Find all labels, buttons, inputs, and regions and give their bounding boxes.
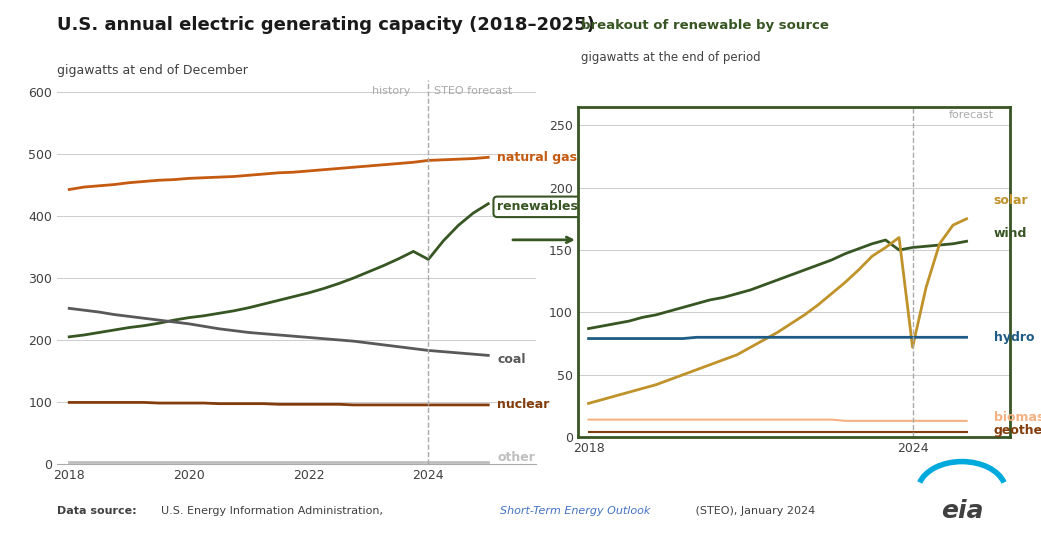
Text: renewables: renewables <box>498 200 578 213</box>
Text: biomass: biomass <box>993 410 1041 424</box>
Text: history: history <box>372 86 410 96</box>
Text: STEO forecast: STEO forecast <box>434 86 512 96</box>
Text: (STEO), January 2024: (STEO), January 2024 <box>692 506 815 516</box>
Text: coal: coal <box>498 353 526 366</box>
Text: other: other <box>498 451 535 464</box>
Text: Data source:: Data source: <box>57 506 141 516</box>
Text: wind: wind <box>993 227 1026 240</box>
Text: forecast: forecast <box>948 110 993 120</box>
Text: breakout of renewable by source: breakout of renewable by source <box>581 19 829 31</box>
Text: U.S. Energy Information Administration,: U.S. Energy Information Administration, <box>161 506 387 516</box>
Text: gigawatts at the end of period: gigawatts at the end of period <box>581 51 761 63</box>
Text: U.S. annual electric generating capacity (2018–2025): U.S. annual electric generating capacity… <box>57 16 595 34</box>
Text: geothermal: geothermal <box>993 424 1041 437</box>
Text: natural gas: natural gas <box>498 151 577 165</box>
Text: solar: solar <box>993 193 1029 207</box>
Text: nuclear: nuclear <box>498 398 550 411</box>
Text: gigawatts at end of December: gigawatts at end of December <box>57 64 248 77</box>
Text: eia: eia <box>941 499 983 523</box>
Text: Short-Term Energy Outlook: Short-Term Energy Outlook <box>500 506 650 516</box>
Text: hydro: hydro <box>993 331 1034 344</box>
